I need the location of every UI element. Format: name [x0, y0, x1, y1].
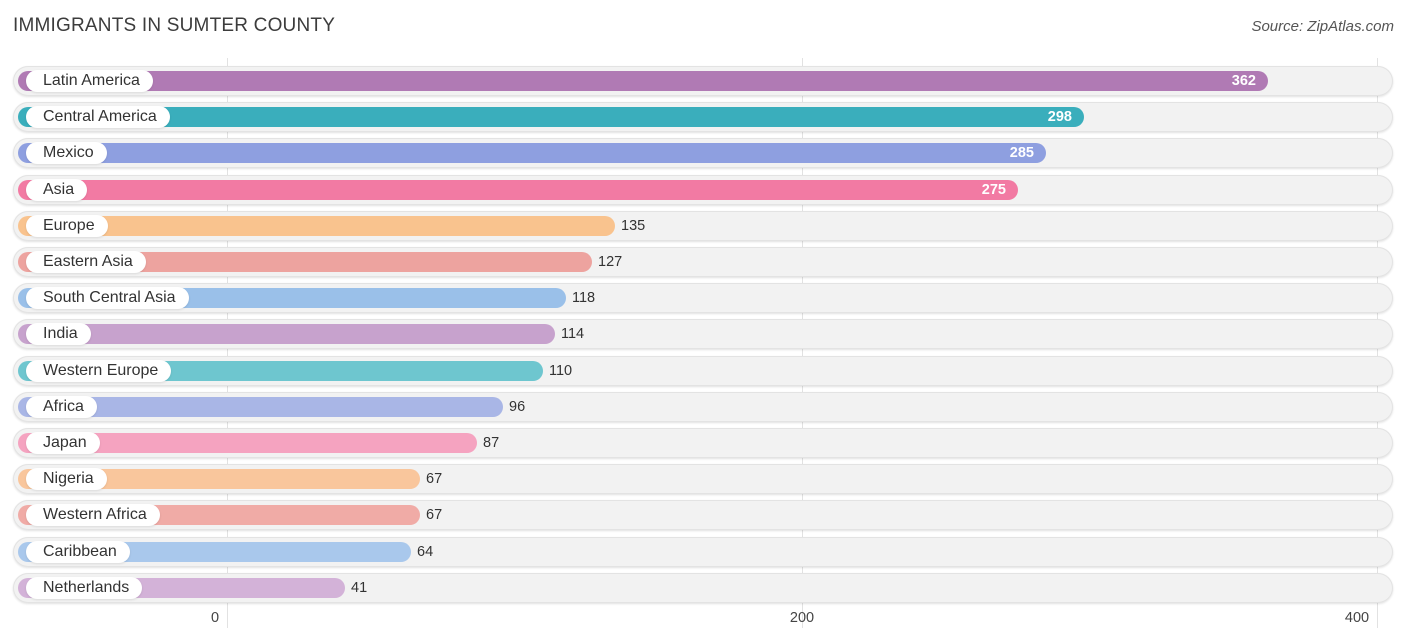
- value-label: 110: [549, 363, 573, 379]
- category-label: India: [26, 323, 91, 345]
- bar: [18, 107, 1084, 127]
- value-label: 114: [561, 326, 585, 342]
- value-label: 275: [981, 182, 1006, 198]
- category-label: Eastern Asia: [26, 251, 146, 273]
- value-label: 127: [598, 254, 623, 270]
- bar-row: Mexico 285: [13, 138, 1393, 168]
- value-label: 96: [509, 399, 526, 415]
- category-label: Japan: [26, 432, 100, 454]
- bar-row: Western Africa 67: [13, 500, 1393, 530]
- value-label: 87: [483, 435, 500, 451]
- bar: [18, 252, 592, 272]
- bar: [18, 143, 1046, 163]
- source-credit: Source: ZipAtlas.com: [1251, 18, 1394, 35]
- value-label: 285: [1009, 145, 1034, 161]
- bar-row: Latin America 362: [13, 66, 1393, 96]
- bar: [18, 397, 503, 417]
- bar: [18, 469, 420, 489]
- bar-row: Central America 298: [13, 102, 1393, 132]
- bar-row: Western Europe 110: [13, 356, 1393, 386]
- bar-row: Asia 275: [13, 175, 1393, 205]
- category-label: Western Europe: [26, 360, 172, 382]
- bar: [18, 180, 1018, 200]
- category-label: South Central Asia: [26, 287, 189, 309]
- category-label: Asia: [26, 179, 88, 201]
- category-label: Mexico: [26, 142, 107, 164]
- value-label: 362: [1231, 73, 1256, 89]
- bar-row: Caribbean 64: [13, 537, 1393, 567]
- value-label: 118: [572, 290, 596, 306]
- bar-row: Netherlands 41: [13, 573, 1393, 603]
- value-label: 298: [1047, 109, 1072, 125]
- bar-row: Eastern Asia 127: [13, 247, 1393, 277]
- bar-row: South Central Asia 118: [13, 283, 1393, 313]
- category-label: Europe: [26, 215, 108, 237]
- value-label: 67: [426, 471, 443, 487]
- category-label: Africa: [26, 396, 97, 418]
- bar: [18, 433, 477, 453]
- value-label: 67: [426, 507, 443, 523]
- value-label: 41: [351, 580, 368, 596]
- value-label: 135: [621, 218, 646, 234]
- category-label: Central America: [26, 106, 170, 128]
- bar: [18, 216, 615, 236]
- bar-row: Europe 135: [13, 211, 1393, 241]
- category-label: Western Africa: [26, 504, 160, 526]
- category-label: Nigeria: [26, 468, 107, 490]
- category-label: Netherlands: [26, 577, 143, 599]
- x-tick-label: 0: [210, 610, 220, 626]
- chart-title: IMMIGRANTS IN SUMTER COUNTY: [13, 15, 336, 36]
- bar: [18, 71, 1268, 91]
- bar-row: Africa 96: [13, 392, 1393, 422]
- x-tick-label: 400: [1344, 610, 1370, 626]
- bar-row: India 114: [13, 319, 1393, 349]
- value-label: 64: [417, 544, 434, 560]
- category-label: Latin America: [26, 70, 153, 92]
- category-label: Caribbean: [26, 541, 130, 563]
- bar-row: Nigeria 67: [13, 464, 1393, 494]
- x-tick-label: 200: [789, 610, 815, 626]
- bar: [18, 324, 555, 344]
- bar-row: Japan 87: [13, 428, 1393, 458]
